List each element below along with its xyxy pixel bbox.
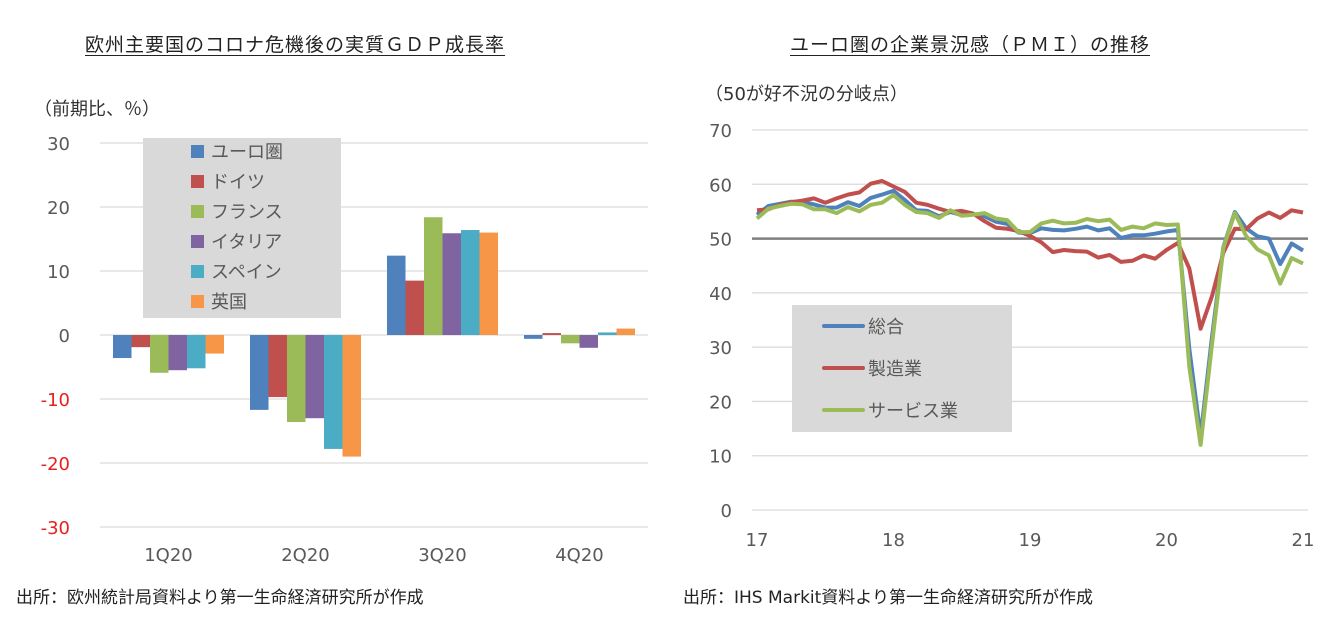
bar [150, 335, 169, 373]
x-tick-label: 2Q20 [281, 545, 330, 566]
x-tick-label: 1Q20 [144, 545, 193, 566]
legend-swatch [191, 145, 204, 158]
legend-label: 英国 [211, 292, 247, 313]
y-tick-label: 40 [709, 284, 732, 305]
legend-background [143, 138, 341, 318]
gdp-bar-chart: 30 20 10 0 -10 -20 -30 1Q20 2Q20 3Q20 4Q20 ユーロ圏ドイツフ… [41, 134, 648, 566]
y-tick-label: 10 [709, 447, 732, 468]
bar [598, 332, 617, 335]
y-tick-label: 0 [721, 501, 732, 522]
bar [342, 335, 361, 457]
bar [268, 335, 287, 398]
y-tick-label: -20 [41, 454, 70, 475]
legend-label: スペイン [211, 262, 282, 283]
y-tick-label: -10 [41, 390, 70, 411]
series-line-1 [756, 179, 1304, 331]
bar [250, 335, 269, 410]
bar [616, 328, 635, 335]
y-tick-label: 20 [709, 392, 732, 413]
bar [305, 335, 324, 419]
bar [442, 233, 461, 335]
right-chart-source: 出所：IHS Markit資料より第一生命経済研究所が作成 [683, 588, 1093, 608]
x-tick-label: 3Q20 [418, 545, 467, 566]
left-chart-source: 出所：欧州統計局資料より第一生命経済研究所が作成 [16, 588, 424, 608]
y-tick-label: 10 [47, 262, 70, 283]
left-chart-unit-label: （前期比、％） [34, 99, 160, 120]
legend-label: 製造業 [868, 359, 922, 380]
bar [387, 255, 406, 335]
bar [113, 335, 132, 359]
series-line-2 [755, 193, 1304, 447]
bar [187, 335, 206, 369]
y-tick-label: 60 [709, 175, 732, 196]
legend-swatch [191, 295, 204, 308]
x-tick-label: 20 [1155, 530, 1178, 551]
y-tick-label: -30 [41, 518, 70, 539]
x-tick-label: 18 [882, 530, 905, 551]
bar [542, 333, 561, 335]
legend-swatch [191, 175, 204, 188]
bar [324, 335, 343, 449]
legend-label: サービス業 [868, 401, 958, 422]
right-chart-unit-label: （50が好不況の分岐点） [705, 84, 908, 105]
bar [168, 335, 187, 371]
y-tick-label: 20 [47, 198, 70, 219]
legend-label: イタリア [211, 232, 282, 253]
legend-label: ユーロ圏 [211, 142, 283, 163]
legend-label: ドイツ [211, 172, 265, 193]
bar [287, 335, 306, 423]
legend-label: 総合 [868, 317, 904, 338]
x-tick-label: 17 [746, 530, 769, 551]
bar [205, 335, 224, 354]
x-tick-label: 4Q20 [555, 545, 604, 566]
bar [561, 335, 580, 344]
x-tick-label: 21 [1292, 530, 1315, 551]
y-tick-label: 70 [709, 121, 732, 142]
legend-swatch [191, 265, 204, 278]
y-tick-label: 30 [709, 338, 732, 359]
left-chart-title: 欧州主要国のコロナ危機後の実質ＧＤＰ成長率 [85, 34, 506, 56]
y-tick-label: 0 [59, 326, 70, 347]
x-tick-label: 19 [1019, 530, 1042, 551]
bar [424, 217, 443, 335]
bar [479, 232, 498, 335]
bar [405, 280, 424, 335]
legend-swatch [191, 205, 204, 218]
bar [461, 230, 480, 335]
y-tick-label: 50 [709, 230, 732, 251]
y-tick-label: 30 [47, 134, 70, 155]
legend-swatch [191, 235, 204, 248]
right-chart-title: ユーロ圏の企業景況感（ＰＭＩ）の推移 [790, 34, 1151, 56]
bar [524, 335, 543, 339]
bar [131, 335, 150, 348]
legend-label: フランス [211, 202, 283, 223]
bar [579, 335, 598, 348]
